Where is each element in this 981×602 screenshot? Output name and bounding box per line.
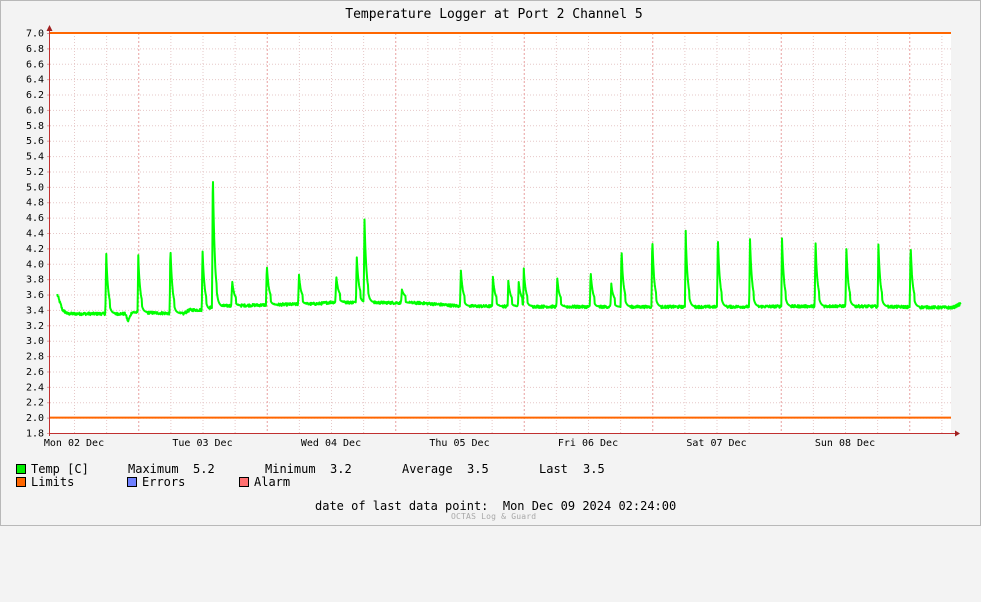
limit-lines bbox=[50, 32, 951, 419]
legend-row-2: Limits Errors Alarm bbox=[16, 475, 290, 489]
x-tick-label: Tue 03 Dec bbox=[172, 438, 232, 449]
chart-title: Temperature Logger at Port 2 Channel 5 bbox=[345, 7, 642, 22]
x-tick-label: Thu 05 Dec bbox=[429, 438, 489, 449]
y-tick-label: 2.6 bbox=[26, 367, 44, 378]
stat-average-label: Average bbox=[402, 462, 453, 476]
y-tick-label: 6.4 bbox=[26, 75, 44, 86]
temperature-chart: Temperature Logger at Port 2 Channel 5 7… bbox=[26, 7, 962, 450]
x-tick-label: Wed 04 Dec bbox=[301, 438, 361, 449]
alarm-swatch bbox=[239, 477, 249, 487]
errors-swatch bbox=[127, 477, 137, 487]
temp-swatch bbox=[16, 464, 26, 474]
y-axis-arrow bbox=[46, 25, 53, 31]
y-tick-label: 5.0 bbox=[26, 182, 44, 193]
y-tick-label: 2.0 bbox=[26, 413, 44, 424]
y-tick-label: 7.0 bbox=[26, 29, 44, 40]
limits-swatch bbox=[16, 477, 26, 487]
legend-limits: Limits bbox=[16, 475, 74, 489]
y-tick-label: 3.4 bbox=[26, 305, 44, 316]
temp-series-line bbox=[56, 181, 962, 323]
stat-average-value: 3.5 bbox=[467, 462, 489, 476]
y-tick-label: 2.2 bbox=[26, 398, 44, 409]
legend-temp-label: Temp [C] bbox=[31, 462, 89, 476]
stat-minimum-value: 3.2 bbox=[330, 462, 352, 476]
stat-last-label: Last bbox=[539, 462, 568, 476]
watermark: OCTAS Log & Guard bbox=[451, 512, 537, 521]
y-tick-label: 6.8 bbox=[26, 44, 44, 55]
y-tick-label: 2.8 bbox=[26, 352, 44, 363]
legend-alarm-label: Alarm bbox=[254, 475, 291, 489]
y-tick-label: 4.2 bbox=[26, 244, 44, 255]
y-tick-label: 2.4 bbox=[26, 382, 44, 393]
x-tick-label: Mon 02 Dec bbox=[44, 438, 104, 449]
y-tick-label: 5.6 bbox=[26, 136, 44, 147]
stat-maximum-value: 5.2 bbox=[193, 462, 215, 476]
y-tick-label: 3.2 bbox=[26, 321, 44, 332]
y-tick-label: 1.8 bbox=[26, 429, 44, 440]
series-layer bbox=[56, 181, 962, 323]
tick-labels: 7.0 6.8 6.6 6.4 6.2 6.0 5.8 5.6 5.4 5.2 5.0 4.8 4.6 4… bbox=[26, 29, 875, 450]
stat-minimum-label: Minimum bbox=[265, 462, 316, 476]
y-tick-label: 6.2 bbox=[26, 90, 44, 101]
y-tick-label: 5.8 bbox=[26, 121, 44, 132]
y-tick-label: 4.8 bbox=[26, 198, 44, 209]
legend-row-1: Temp [C] Maximum 5.2 Minimum 3.2 Average… bbox=[16, 462, 605, 476]
y-tick-label: 3.8 bbox=[26, 275, 44, 286]
y-tick-label: 4.4 bbox=[26, 229, 44, 240]
stat-maximum-label: Maximum bbox=[128, 462, 179, 476]
y-tick-label: 3.0 bbox=[26, 336, 44, 347]
last-data-point-label: date of last data point: bbox=[315, 499, 489, 513]
grid bbox=[50, 33, 951, 433]
legend-temp: Temp [C] bbox=[16, 462, 89, 476]
legend-alarm: Alarm bbox=[239, 475, 290, 489]
axes bbox=[46, 25, 960, 437]
legend-limits-label: Limits bbox=[31, 475, 75, 489]
last-data-point-value: Mon Dec 09 2024 02:24:00 bbox=[502, 499, 677, 513]
stat-last-value: 3.5 bbox=[583, 462, 605, 476]
last-data-point: date of last data point: Mon Dec 09 2024… bbox=[315, 499, 676, 513]
legend-errors: Errors bbox=[127, 475, 185, 489]
y-tick-label: 4.0 bbox=[26, 259, 44, 270]
x-tick-label: Fri 06 Dec bbox=[558, 438, 618, 449]
y-tick-label: 5.2 bbox=[26, 167, 44, 178]
y-tick-label: 3.6 bbox=[26, 290, 44, 301]
y-tick-label: 4.6 bbox=[26, 213, 44, 224]
x-axis-arrow bbox=[955, 430, 960, 437]
y-tick-label: 5.4 bbox=[26, 152, 44, 163]
legend-errors-label: Errors bbox=[142, 475, 186, 489]
y-tick-label: 6.6 bbox=[26, 59, 44, 70]
x-tick-label: Sat 07 Dec bbox=[686, 438, 746, 449]
y-tick-label: 6.0 bbox=[26, 105, 44, 116]
x-tick-label: Sun 08 Dec bbox=[815, 438, 875, 449]
